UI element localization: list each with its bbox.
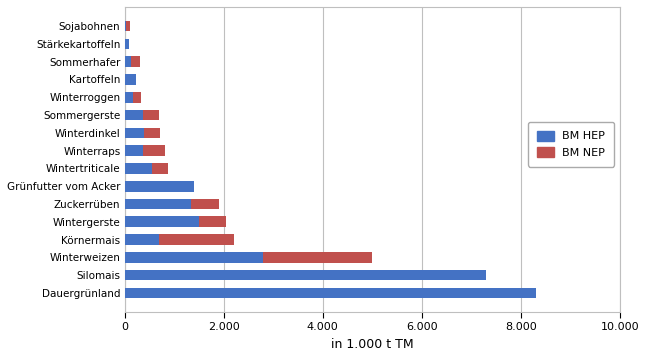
Bar bbox=[125, 181, 194, 192]
Bar bbox=[125, 199, 191, 209]
Bar bbox=[191, 199, 219, 209]
Bar bbox=[125, 39, 129, 49]
Bar bbox=[125, 234, 160, 245]
Bar bbox=[125, 127, 145, 138]
Bar bbox=[145, 127, 160, 138]
Bar bbox=[125, 270, 486, 280]
Bar bbox=[125, 21, 130, 32]
Bar bbox=[125, 217, 199, 227]
Bar bbox=[125, 56, 131, 67]
Bar bbox=[125, 92, 133, 103]
Bar bbox=[143, 110, 160, 120]
Bar bbox=[125, 74, 136, 85]
Bar bbox=[125, 163, 152, 174]
X-axis label: in 1.000 t TM: in 1.000 t TM bbox=[331, 338, 413, 351]
Legend: BM HEP, BM NEP: BM HEP, BM NEP bbox=[528, 122, 614, 167]
Bar bbox=[199, 217, 226, 227]
Bar bbox=[125, 110, 143, 120]
Bar bbox=[125, 252, 264, 263]
Bar bbox=[143, 145, 165, 156]
Bar bbox=[131, 56, 140, 67]
Bar bbox=[160, 234, 234, 245]
Bar bbox=[133, 92, 141, 103]
Bar bbox=[264, 252, 372, 263]
Bar bbox=[125, 287, 536, 298]
Bar bbox=[152, 163, 168, 174]
Bar bbox=[125, 145, 143, 156]
